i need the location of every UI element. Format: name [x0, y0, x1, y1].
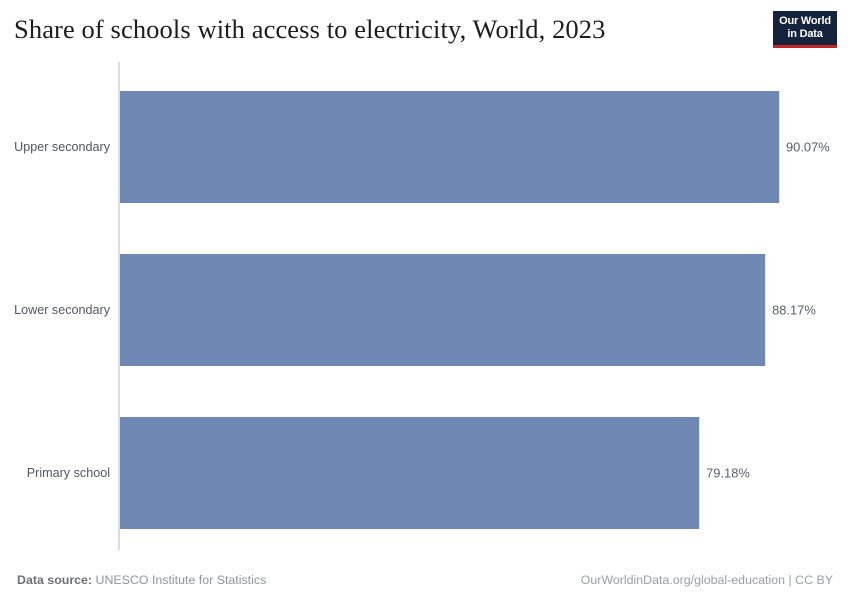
logo-line-2: in Data — [787, 27, 823, 40]
bar-value-label: 79.18% — [706, 465, 750, 481]
chart-footer: Data source: UNESCO Institute for Statis… — [0, 552, 850, 600]
bar-fill[interactable] — [119, 91, 780, 204]
bar-track — [119, 254, 767, 366]
data-source-prefix: Data source: — [17, 573, 93, 587]
bar-category-label: Lower secondary — [14, 303, 110, 317]
data-source-text: Data source: UNESCO Institute for Statis… — [17, 573, 266, 587]
our-world-in-data-logo[interactable]: Our World in Data — [773, 11, 837, 48]
bar-category-label: Primary school — [26, 465, 110, 480]
bar-row[interactable]: Lower secondary 88.17% — [0, 254, 850, 366]
bar-chart-plot-area: Upper secondary 90.07% Lower secondary 8… — [0, 62, 850, 552]
data-source-name: UNESCO Institute for Statistics — [92, 573, 267, 587]
bar-row[interactable]: Primary school 79.18% — [0, 416, 850, 529]
logo-line-1: Our World — [779, 15, 831, 27]
bar-track — [119, 416, 701, 529]
bar-category-label: Upper secondary — [14, 140, 110, 155]
attribution-link[interactable]: OurWorldinData.org/global-education | CC… — [580, 573, 833, 587]
bar-fill[interactable] — [119, 416, 701, 529]
bar-fill[interactable] — [119, 254, 767, 366]
bar-value-label: 88.17% — [772, 302, 816, 318]
bar-row[interactable]: Upper secondary 90.07% — [0, 91, 850, 204]
chart-header: Share of schools with access to electric… — [0, 0, 850, 62]
page-title: Share of schools with access to electric… — [14, 14, 606, 44]
bar-track — [119, 91, 780, 204]
bar-value-label: 90.07% — [786, 139, 830, 155]
y-axis-line — [118, 62, 120, 550]
